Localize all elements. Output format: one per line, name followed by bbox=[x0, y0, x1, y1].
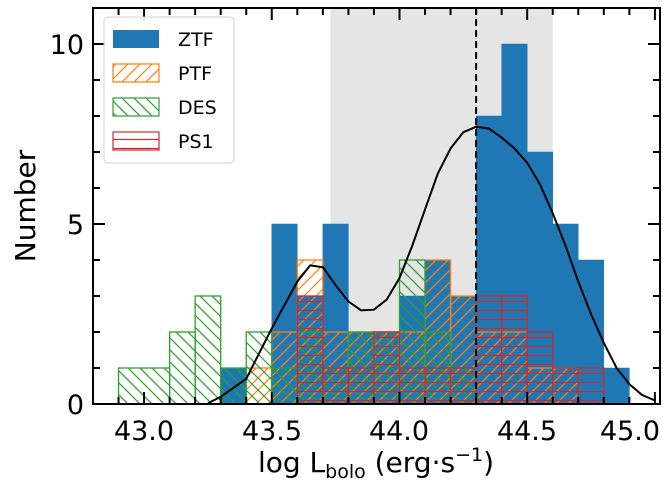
histogram-bar-ps1 bbox=[296, 295, 324, 404]
y-axis-label: Number bbox=[9, 149, 42, 262]
histogram-bar-ztf bbox=[603, 367, 630, 404]
histogram-bar-ps1 bbox=[577, 367, 605, 404]
histogram-bar-ps1 bbox=[347, 367, 375, 404]
legend-label-des: DES bbox=[178, 97, 217, 119]
y-tick-label: 0 bbox=[67, 390, 84, 421]
kde-curve bbox=[207, 125, 656, 404]
y-tick-labels: 0 5 10 bbox=[50, 30, 84, 421]
histogram-bar-des bbox=[220, 367, 247, 404]
legend-label-ptf: PTF bbox=[178, 63, 212, 85]
histogram-bar-ps1 bbox=[526, 331, 554, 404]
histogram-bar-ps1 bbox=[424, 367, 452, 404]
legend: ZTF PTF DES PS1 bbox=[103, 16, 235, 164]
legend-label-ps1: PS1 bbox=[178, 131, 214, 153]
histogram-bar-ps1 bbox=[552, 367, 579, 404]
histogram-bar-des bbox=[194, 295, 222, 404]
legend-frame bbox=[103, 16, 235, 164]
legend-swatch-ps1 bbox=[112, 131, 160, 151]
histogram-bar-ps1 bbox=[449, 367, 477, 404]
histogram-bar-des bbox=[271, 367, 298, 404]
histogram-bar-des bbox=[245, 331, 273, 404]
plot-area bbox=[117, 8, 656, 404]
plot-frame bbox=[92, 7, 661, 405]
histogram-bar-ps1 bbox=[500, 295, 528, 404]
histogram-bar-ps1 bbox=[475, 295, 503, 404]
y-tick-label: 10 bbox=[50, 30, 84, 61]
x-tick-label: 44.0 bbox=[369, 416, 429, 447]
y-tick-label: 5 bbox=[67, 210, 84, 241]
histogram-bar-ps1 bbox=[322, 367, 350, 404]
legend-label-ztf: ZTF bbox=[178, 29, 214, 51]
histogram-bar-ps1 bbox=[398, 367, 426, 404]
histogram-bar-des bbox=[168, 331, 196, 404]
x-tick-label: 45.0 bbox=[600, 416, 660, 447]
legend-swatch-ztf bbox=[113, 30, 159, 48]
x-tick-label: 43.0 bbox=[114, 416, 174, 447]
axis-ticks bbox=[93, 7, 660, 405]
x-tick-label: 43.5 bbox=[242, 416, 302, 447]
x-axis-label: log Lbolo (erg·s−1) bbox=[258, 444, 494, 480]
legend-swatch-des bbox=[112, 97, 160, 117]
x-tick-label: 44.5 bbox=[497, 416, 557, 447]
histogram-bar-ps1 bbox=[373, 331, 401, 404]
x-tick-labels: 43.0 43.5 44.0 44.5 45.0 bbox=[114, 416, 660, 447]
legend-swatch-ptf bbox=[112, 63, 160, 83]
